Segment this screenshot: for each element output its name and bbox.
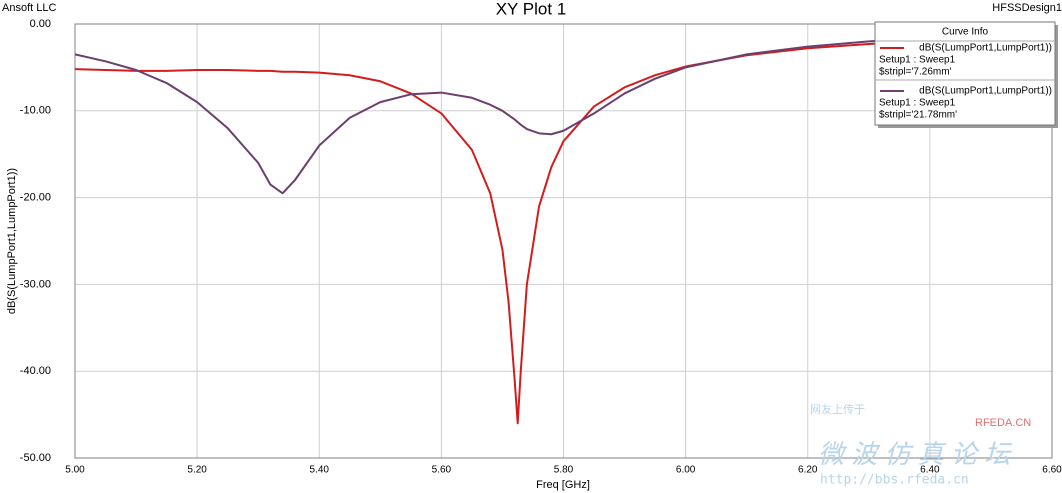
legend-box	[874, 21, 1056, 126]
plot-area: 0.00 -10.00 -20.00 -30.00 -40.00 -50.00 5.00 5.…	[20, 18, 1062, 476]
x-tick-label: 6.20	[798, 465, 818, 476]
x-axis-label: Freq [GHz]	[536, 479, 590, 491]
y-tick-label: -10.00	[20, 105, 51, 117]
x-tick-label: 5.20	[187, 465, 207, 476]
watermark: 网友上传于 RFEDA.CN 微 波 仿 真 论 坛 http://bbs.rf…	[810, 402, 1031, 488]
y-tick-label: -50.00	[20, 452, 51, 464]
x-tick-label: 5.40	[310, 465, 330, 476]
plot-frame	[74, 23, 1053, 459]
x-tick-label: 6.00	[676, 465, 696, 476]
legend-setup: Setup1 : Sweep1	[879, 98, 956, 109]
legend-label: dB(S(LumpPort1,LumpPort1))	[919, 43, 1052, 54]
legend-variation: $stripl='21.78mm'	[879, 110, 957, 121]
series-line	[74, 34, 1053, 195]
legend-title: Curve Info	[942, 27, 989, 38]
legend: Curve Info dB(S(LumpPort1,LumpPort1))Set…	[874, 21, 1058, 128]
watermark-text: 网友上传于	[810, 402, 865, 416]
y-tick-label: -20.00	[20, 192, 51, 204]
chart-title: XY Plot 1	[496, 0, 567, 18]
legend-setup: Setup1 : Sweep1	[879, 55, 956, 66]
x-tick-label: 6.40	[920, 465, 940, 476]
legend-variation: $stripl='7.26mm'	[879, 67, 952, 78]
y-tick-label: 0.00	[30, 18, 51, 30]
watermark-text: RFEDA.CN	[975, 417, 1031, 429]
x-tick-label: 5.80	[554, 465, 574, 476]
y-axis-label: dB(S(LumpPort1,LumpPort1))	[6, 168, 18, 314]
vendor-label: Ansoft LLC	[2, 2, 56, 14]
legend-label: dB(S(LumpPort1,LumpPort1))	[919, 86, 1052, 97]
y-tick-label: -40.00	[20, 365, 51, 377]
watermark-text: http://bbs.rfeda.cn	[820, 473, 969, 488]
y-tick-label: -30.00	[20, 278, 51, 290]
watermark-text: 微 波 仿 真 论 坛	[818, 439, 1013, 469]
x-tick-label: 5.60	[432, 465, 452, 476]
design-label: HFSSDesign1	[992, 2, 1062, 14]
x-tick-label: 5.00	[65, 465, 85, 476]
x-tick-label: 6.60	[1042, 465, 1062, 476]
